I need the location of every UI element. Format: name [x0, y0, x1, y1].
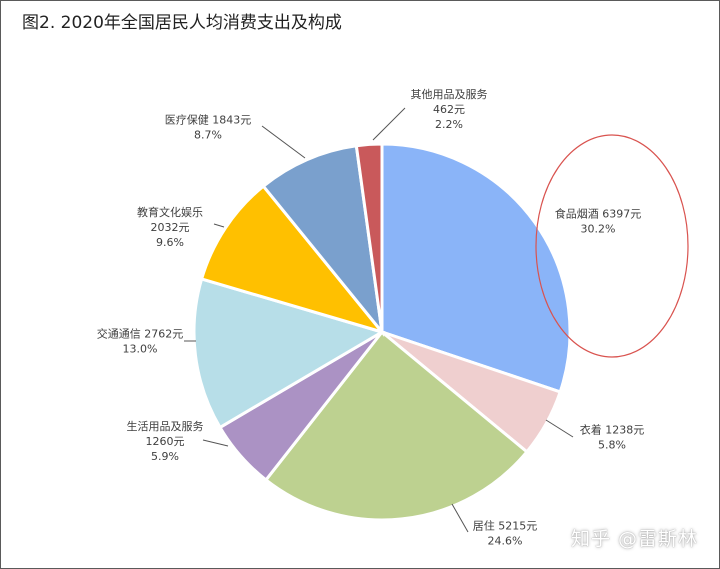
- leader-line: [202, 439, 229, 447]
- slice-label: 教育文化娱乐: [137, 205, 203, 219]
- slice-label: 30.2%: [581, 223, 616, 236]
- slice-label: 交通通信 2762元: [97, 327, 184, 341]
- slice-label: 食品烟酒 6397元: [555, 207, 642, 221]
- slice-label: 居住 5215元: [473, 519, 538, 533]
- slice-label: 5.8%: [598, 439, 626, 452]
- leader-line: [261, 125, 306, 159]
- slice-label: 衣着 1238元: [580, 423, 645, 437]
- chart-title: 图2. 2020年全国居民人均消费支出及构成: [22, 13, 342, 33]
- slice-label: 其他用品及服务: [411, 88, 488, 101]
- slice-label: 462元: [433, 103, 465, 116]
- slice-label: 医疗保健 1843元: [165, 113, 252, 127]
- slice-label: 5.9%: [151, 450, 179, 463]
- pie-slice: [199, 184, 387, 335]
- slice-label: 生活用品及服务: [127, 419, 204, 433]
- leader-line: [451, 503, 469, 533]
- slice-label: 2032元: [151, 221, 190, 234]
- leader-line: [213, 223, 225, 228]
- pie-slice: [354, 142, 384, 333]
- pie-slice: [192, 277, 386, 430]
- slice-label: 13.0%: [123, 343, 158, 356]
- leader-line: [372, 107, 406, 141]
- slice-label: 1260元: [146, 435, 185, 448]
- pie-slice: [263, 329, 529, 522]
- highlight-circle: [535, 134, 689, 358]
- slice-label: 9.6%: [156, 236, 184, 249]
- slice-label: 24.6%: [488, 535, 523, 548]
- slice-label: 8.7%: [194, 129, 222, 142]
- leader-line: [545, 419, 574, 438]
- watermark: 知乎 @雷斯林: [570, 528, 698, 550]
- slice-label: 2.2%: [435, 118, 463, 131]
- pie-slice: [380, 142, 572, 394]
- pie-slice: [261, 144, 385, 338]
